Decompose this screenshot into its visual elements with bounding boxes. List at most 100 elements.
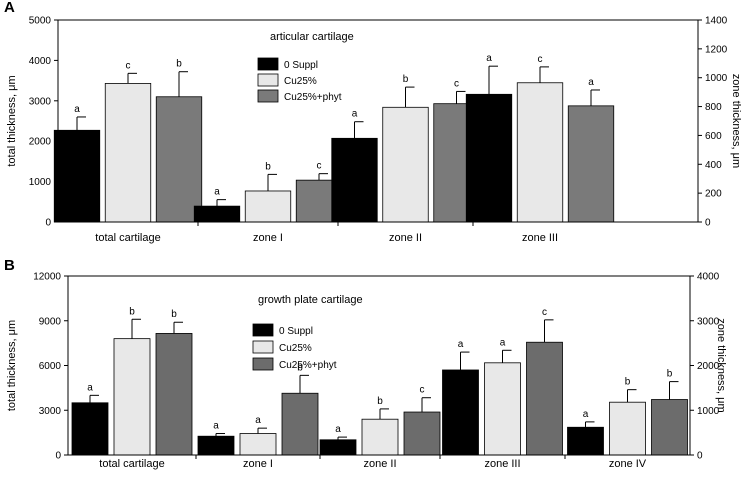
bar [403,411,441,456]
category-label: total cartilage [99,458,164,470]
right-axis-title: zone thickness, μm [715,318,727,412]
significance-letter: a [583,409,589,420]
panel-b-growth-plate-cartilage: B 0 3000 6000 9000 12000 0 1000 2000 3000 4000 tota… [4,257,727,470]
bar [567,105,615,223]
significance-letter: a [458,339,464,350]
chart-title: growth plate cartilage [258,294,363,306]
bar [281,392,319,456]
significance-letter: b [129,306,135,317]
legend-swatch [252,340,274,354]
left-axis-tick-label: 0 [55,451,61,462]
category-label: zone II [363,458,396,470]
left-axis-tick-label: 5000 [29,16,52,27]
category-label: zone I [253,232,283,244]
legend-swatch [257,73,279,87]
panel-a-articular-cartilage: A 0 1000 2000 3000 4000 5000 0 200 400 600 800 1000 1… [4,0,742,244]
bar [331,137,378,223]
legend-swatch [257,57,279,71]
left-axis-title: total thickness, μm [6,75,18,166]
significance-letter: a [255,415,261,426]
significance-letter: c [126,60,131,71]
significance-letter: a [500,337,506,348]
right-axis-tick-label: 200 [705,189,722,200]
legend-swatch [252,323,274,337]
significance-letter: a [87,382,93,393]
significance-letter: a [335,424,341,435]
significance-letter: b [297,362,303,373]
right-axis-tick-label: 3000 [697,316,720,327]
bar [155,333,193,456]
significance-letter: c [454,78,459,89]
right-axis-tick-label: 4000 [697,272,720,283]
plot-frame [57,19,699,223]
significance-letter: b [667,369,673,380]
bar [484,362,521,456]
right-axis-tick-label: 1200 [705,44,728,55]
right-axis-tick-label: 1000 [697,406,720,417]
bar [104,83,152,223]
right-axis-tick-label: 0 [705,218,711,229]
bar [382,106,429,223]
legend-label: Cu25%+phyt [284,92,342,103]
significance-letter: a [213,421,219,432]
significance-letter: c [420,385,425,396]
bar [526,341,563,456]
panel-label: B [4,257,15,274]
category-label: zone IV [609,458,647,470]
bar [155,96,203,223]
significance-letter: b [625,377,631,388]
right-axis-tick-label: 1000 [705,73,728,84]
bar [113,338,151,456]
left-axis-tick-label: 0 [45,218,51,229]
right-axis-tick-label: 600 [705,131,722,142]
right-axis-tick-label: 1400 [705,16,728,27]
panel-label: A [4,0,15,16]
significance-letter: a [352,109,358,120]
legend-label: Cu25% [284,76,317,87]
left-axis-title: total thickness, μm [6,320,18,411]
significance-letter: b [403,74,409,85]
right-axis-tick-label: 400 [705,160,722,171]
left-axis-tick-label: 9000 [39,316,62,327]
chart-title: articular cartilage [270,31,354,43]
bar [53,129,101,223]
legend-swatch [257,89,279,103]
category-label: zone II [389,232,422,244]
right-axis-tick-label: 0 [697,451,703,462]
significance-letter: c [317,161,322,172]
bar [197,435,235,456]
left-axis-tick-label: 4000 [29,56,52,67]
bar [319,439,357,456]
category-label: zone III [484,458,520,470]
left-axis-tick-label: 12000 [33,272,61,283]
category-label: zone I [243,458,273,470]
bar [442,369,479,456]
legend-swatch [252,357,274,371]
right-axis-tick-label: 800 [705,102,722,113]
bar [516,82,564,223]
legend-label: 0 Suppl [284,60,318,71]
bar [465,93,513,223]
category-label: total cartilage [95,232,160,244]
legend-label: 0 Suppl [279,326,313,337]
plot-frame [67,275,691,456]
significance-letter: c [542,307,547,318]
significance-letter: b [377,396,383,407]
left-axis-tick-label: 3000 [39,406,62,417]
bar [239,433,277,456]
left-axis-tick-label: 3000 [29,96,52,107]
left-axis-tick-label: 6000 [39,361,62,372]
significance-letter: b [176,59,182,70]
left-axis-tick-label: 1000 [29,177,52,188]
bar [609,401,646,456]
category-label: zone III [522,232,558,244]
bar [651,399,688,456]
bar [244,190,292,223]
significance-letter: a [74,104,80,115]
significance-letter: a [486,53,492,64]
significance-letter: b [171,309,177,320]
left-axis-tick-label: 2000 [29,137,52,148]
significance-letter: a [588,77,594,88]
bar [567,426,604,456]
